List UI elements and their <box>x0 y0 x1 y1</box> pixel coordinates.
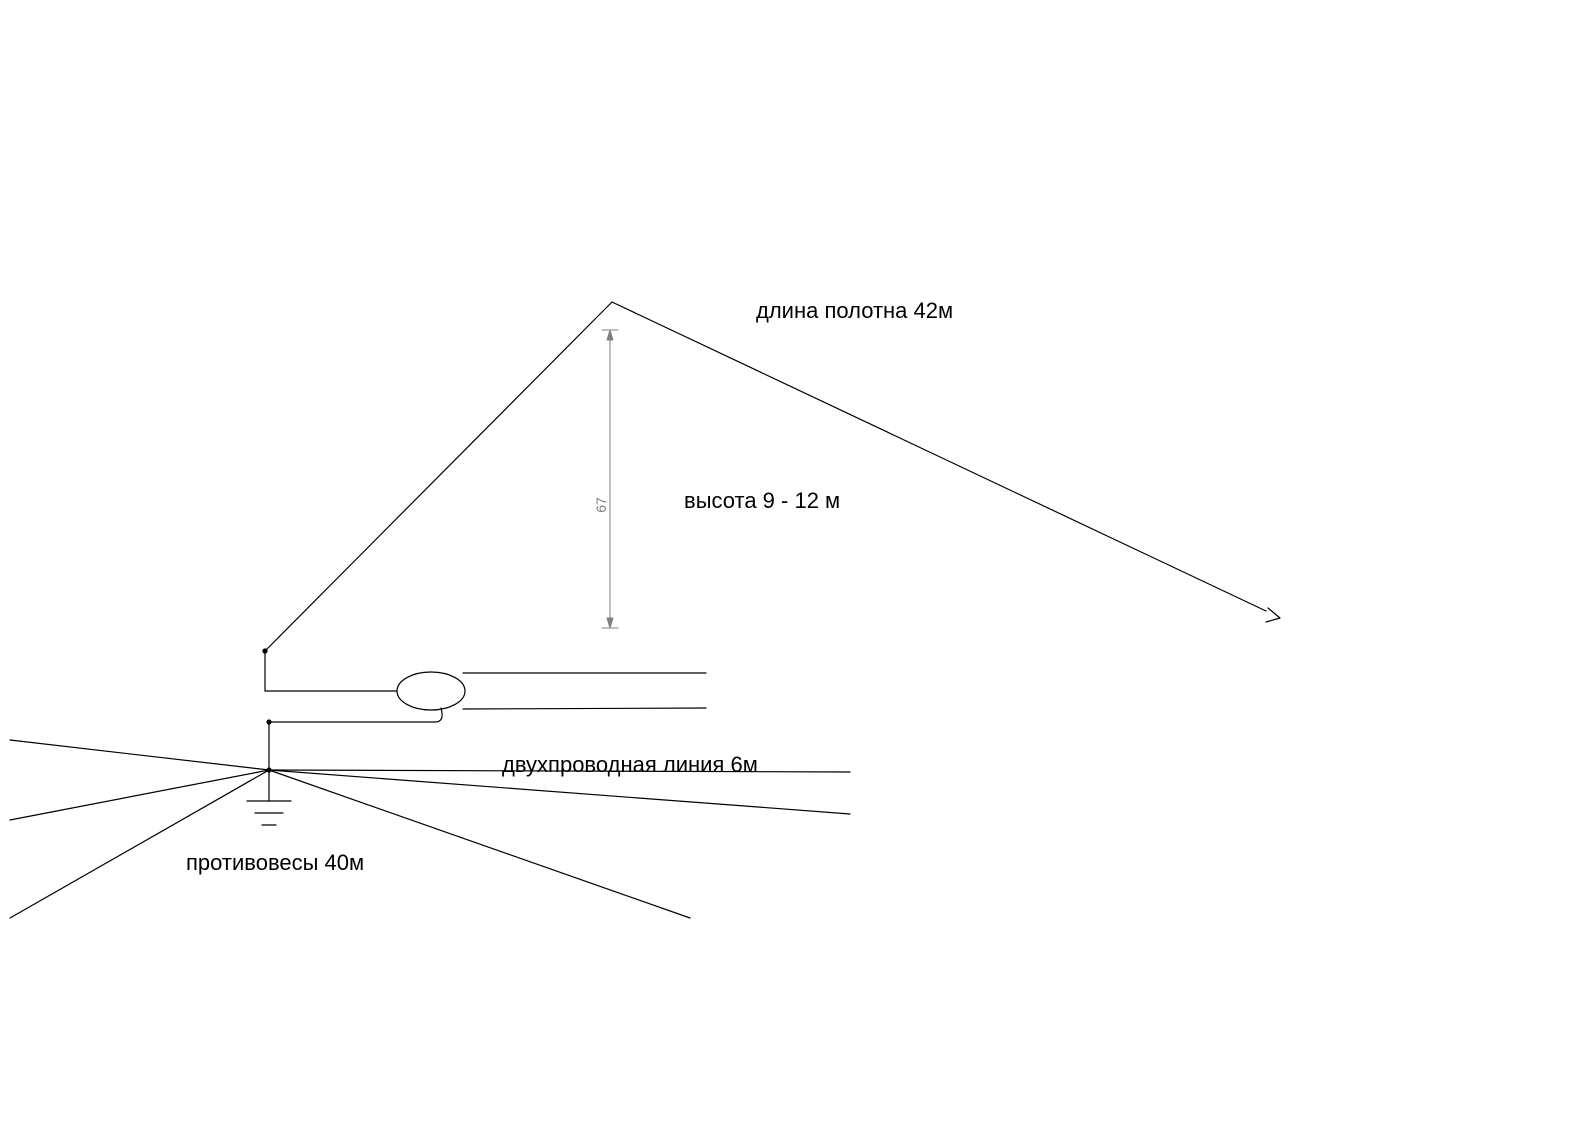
label-height: высота 9 - 12 м <box>684 488 840 514</box>
antenna-wire-right <box>612 302 1266 611</box>
label-antenna-length: длина полотна 42м <box>756 298 953 324</box>
radial-wire <box>10 740 269 770</box>
feedline-bottom <box>463 708 706 709</box>
antenna-schematic: 67 <box>0 0 1590 1124</box>
antenna-wire-left <box>265 302 612 651</box>
dimension-value: 67 <box>593 497 609 513</box>
label-feedline: двухпроводная линия 6м <box>502 752 758 778</box>
dimension-layer: 67 <box>593 330 618 628</box>
radial-wire <box>10 770 269 918</box>
radial-wire <box>269 770 690 918</box>
label-radials: противовесы 40м <box>186 850 364 876</box>
radial-wire <box>10 770 269 820</box>
balun-ring-icon <box>397 672 465 710</box>
